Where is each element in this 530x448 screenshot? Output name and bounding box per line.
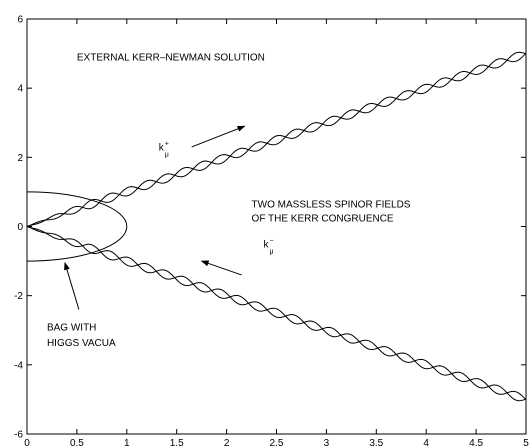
annotation-text: TWO MASSLESS SPINOR FIELDS	[252, 199, 411, 210]
y-tick-label: 0	[17, 222, 23, 233]
annotation-layer: EXTERNAL KERR–NEWMAN SOLUTION TWO MASSLES…	[47, 53, 411, 349]
y-tick-label: -2	[14, 291, 23, 302]
annotation-text: OF THE KERR CONGRUENCE	[252, 213, 394, 224]
x-tick-label: 3.5	[369, 438, 383, 448]
helix-strand-lower-2	[27, 226, 526, 401]
data-layer	[27, 51, 526, 402]
y-tick-label: 2	[17, 153, 23, 164]
annotation-arrow	[64, 261, 80, 310]
k-label-subscript: μ	[270, 248, 274, 255]
x-tick-label: 3	[324, 438, 330, 448]
helix-strand-upper-1	[27, 52, 526, 227]
y-tick-label: -4	[14, 360, 23, 371]
tick-layer: 0 0.5 1 1.5 2 2.5 3 3.5 4 4.5 5 -6 -4 -2 0 2 4 6	[14, 15, 529, 448]
y-tick-label: 4	[17, 84, 23, 95]
annotation-text: HIGGS VACUA	[47, 338, 116, 349]
x-tick-label: 0	[24, 438, 30, 448]
k-label-subscript: μ	[165, 151, 169, 158]
bag-ellipse	[27, 191, 128, 262]
x-tick-label: 4	[423, 438, 429, 448]
y-tick-label: 6	[17, 15, 23, 26]
helix-strand-lower-3	[27, 226, 526, 402]
x-tick-label: 4.5	[469, 438, 483, 448]
annotation-text: BAG WITH	[47, 322, 96, 333]
x-tick-label: 0.5	[70, 438, 84, 448]
k-label-base: k	[264, 239, 270, 250]
x-tick-label: 5	[523, 438, 529, 448]
x-tick-label: 2.5	[270, 438, 284, 448]
y-tick-label: -6	[14, 430, 23, 441]
x-tick-label: 1	[124, 438, 130, 448]
x-tick-label: 1.5	[170, 438, 184, 448]
k-label-superscript: +	[165, 140, 169, 147]
x-tick-label: 2	[224, 438, 230, 448]
k-label-base: k	[159, 142, 165, 153]
helix-strand-upper-0	[27, 51, 526, 227]
annotation-text: EXTERNAL KERR–NEWMAN SOLUTION	[77, 53, 265, 64]
annotation-arrow	[191, 125, 246, 148]
k-label-superscript: −	[270, 237, 274, 244]
annotation-arrow	[200, 260, 242, 276]
plot-frame	[26, 18, 527, 435]
